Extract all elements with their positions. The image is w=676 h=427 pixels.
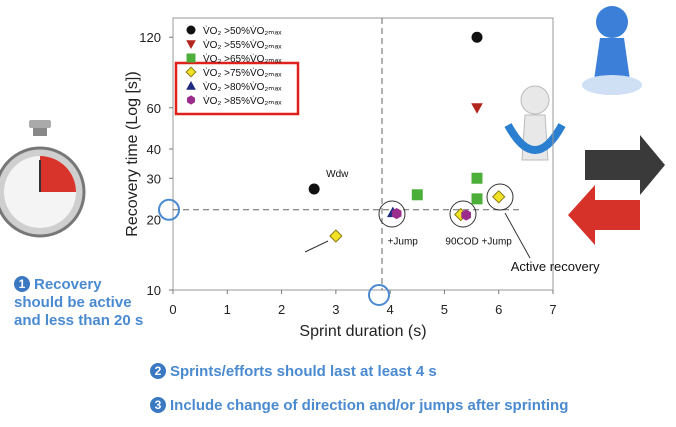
group-circle [449,200,477,228]
point [411,189,423,201]
y-tick-label: 10 [147,283,161,298]
x-tick-label: 5 [441,302,448,317]
annotation: Active recovery [511,259,600,274]
point [471,31,483,43]
legend-label: V̇O₂ >85%V̇O₂ₘₐₓ [203,94,282,107]
point [471,193,483,205]
point [329,229,343,243]
group-circle [486,183,514,211]
note-number: 1 [14,276,30,292]
x-tick-label: 2 [278,302,285,317]
note-3: 3 Include change of direction and/or jump… [150,397,670,415]
legend-label: V̇O₂ >55%V̇O₂ₘₐₓ [203,38,282,51]
x-axis-title: Sprint duration (s) [299,323,426,340]
arrow [304,240,329,253]
plot-frame [172,17,554,291]
legend-marker [186,80,196,90]
y-tick-label: 20 [147,212,161,227]
annotation: +Jump [388,237,419,248]
y-tick-label: 30 [147,171,161,186]
x-tick-label: 0 [169,302,176,317]
highlight-box [174,61,300,116]
point [471,172,483,184]
y-axis-title: Recovery time (Log [s]) [124,71,141,236]
legend-marker [186,25,196,35]
y-tick-label: 60 [147,101,161,116]
legend-marker [186,40,196,50]
legend-label: V̇O₂ >65%V̇O₂ₘₐₓ [203,52,282,65]
legend-marker [187,95,195,105]
point [492,190,506,204]
legend-marker [186,53,196,63]
note-1: 1 Recovery should be active and less than… [14,276,144,330]
note-text: Include change of direction and/or jumps… [170,397,569,414]
point [308,183,320,195]
x-tick-label: 7 [549,302,556,317]
point [461,209,471,221]
legend-label: V̇O₂ >50%V̇O₂ₘₐₓ [203,24,282,37]
annotation: 90COD +Jump [445,237,512,248]
annotation: Wdw [326,169,349,180]
figures-illustration [504,6,665,245]
note-number: 2 [150,363,166,379]
note-2: 2 Sprints/efforts should last at least 4 … [150,363,570,381]
legend-label: V̇O₂ >80%V̇O₂ₘₐₓ [203,80,282,93]
x-tick-label: 6 [495,302,502,317]
threshold-marker [158,198,180,221]
group-circle [378,200,406,228]
x-tick-label: 1 [224,302,231,317]
legend-label: V̇O₂ >75%V̇O₂ₘₐₓ [203,66,282,79]
arrow [504,212,531,259]
y-tick-label: 120 [139,30,161,45]
legend-marker [185,66,197,78]
threshold-marker [368,284,390,306]
y-tick-label: 40 [147,142,161,157]
x-tick-label: 3 [332,302,339,317]
x-tick-label: 4 [387,302,394,317]
stopwatch-icon [0,120,86,238]
point [391,207,402,220]
note-number: 3 [150,397,166,413]
point [471,103,483,114]
note-text: Recovery should be active and less than … [14,276,144,329]
note-text: Sprints/efforts should last at least 4 s [170,363,437,380]
